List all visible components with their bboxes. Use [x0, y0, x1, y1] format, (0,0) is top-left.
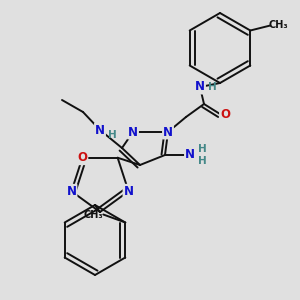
Text: N: N: [124, 185, 134, 198]
Text: CH₃: CH₃: [83, 209, 103, 220]
Text: N: N: [128, 125, 138, 139]
Text: H: H: [108, 130, 116, 140]
Text: O: O: [77, 151, 87, 164]
Text: O: O: [220, 107, 230, 121]
Text: H: H: [198, 144, 206, 154]
Text: N: N: [185, 148, 195, 161]
Text: H: H: [198, 156, 206, 166]
Text: N: N: [195, 80, 205, 94]
Text: N: N: [67, 185, 76, 198]
Text: N: N: [95, 124, 105, 136]
Text: H: H: [208, 82, 216, 92]
Text: N: N: [163, 125, 173, 139]
Text: CH₃: CH₃: [268, 20, 288, 31]
